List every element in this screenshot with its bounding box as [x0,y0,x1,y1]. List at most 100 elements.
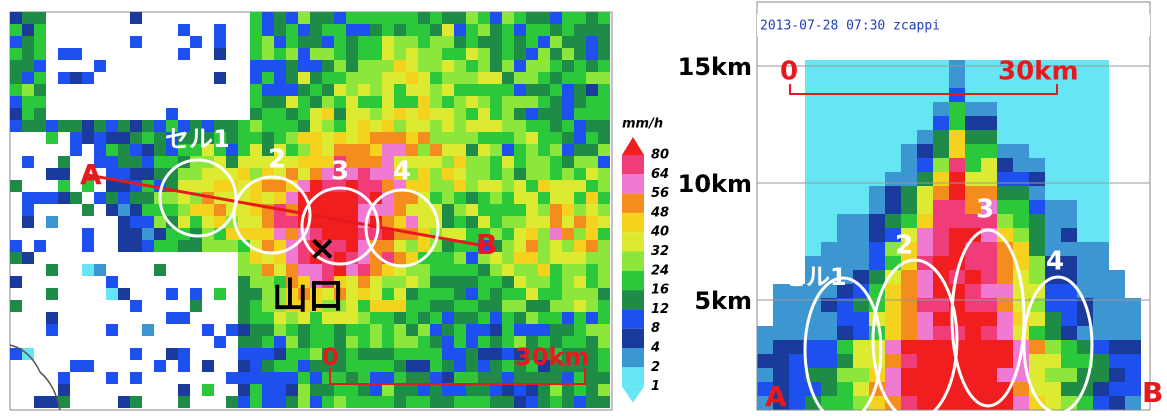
colorbar-tick-label: 64 [651,167,669,182]
radar-cell [1045,396,1061,410]
radar-cell [298,336,310,348]
radar-cell [1093,270,1109,284]
radar-cell [394,48,406,60]
radar-cell [598,84,610,96]
radar-cell [442,36,454,48]
colorbar-arrow [622,387,644,403]
radar-cell [949,116,965,130]
radar-cell [965,270,981,284]
radar-cell [502,252,514,264]
radar-cell [562,204,574,216]
radar-cell [442,108,454,120]
radar-cell [478,276,490,288]
radar-cell [430,108,442,120]
radar-cell [1093,130,1109,144]
radar-cell [358,60,370,72]
radar-cell [382,240,394,252]
radar-cell [1029,144,1045,158]
radar-cell [562,84,574,96]
radar-cell [490,180,502,192]
radar-cell [34,48,46,60]
radar-cell [322,12,334,24]
radar-cell [274,84,286,96]
radar-cell [298,372,310,384]
radar-cell [490,84,502,96]
radar-cell [853,312,869,326]
radar-cell [238,132,250,144]
radar-cell [166,288,178,300]
radar-cell [901,60,917,74]
radar-cell [214,48,226,60]
radar-cell [130,132,142,144]
radar-cell [574,12,586,24]
radar-cell [490,48,502,60]
radar-cell [418,12,430,24]
scale-start: 0 [322,343,339,371]
radar-cell [997,284,1013,298]
radar-cell [478,120,490,132]
radar-cell [250,12,262,24]
radar-cell [574,48,586,60]
radar-cell [526,204,538,216]
radar-cell [430,360,442,372]
radar-cell [885,368,901,382]
radar-cell [442,72,454,84]
radar-cell [949,228,965,242]
radar-cell [586,24,598,36]
radar-cell [598,228,610,240]
radar-cell [917,228,933,242]
figure: mm/h8064564840322416128421 セル1 2 3 4 A B… [0,0,1167,416]
radar-cell [514,312,526,324]
radar-cell [430,276,442,288]
radar-cell [370,264,382,276]
radar-cell [490,132,502,144]
radar-cell [322,324,334,336]
radar-cell [442,372,454,384]
radar-cell [142,168,154,180]
radar-cell [490,156,502,168]
radar-cell [298,156,310,168]
radar-cell [454,300,466,312]
radar-cell [869,270,885,284]
radar-cell [250,24,262,36]
radar-cell [298,360,310,372]
radar-cell [298,72,310,84]
radar-cell [346,120,358,132]
point-a: A [765,380,787,413]
radar-cell [274,24,286,36]
radar-cell [965,368,981,382]
radar-cell [370,384,382,396]
radar-cell [430,300,442,312]
radar-cell [454,360,466,372]
radar-cell [885,312,901,326]
radar-cell [821,172,837,186]
radar-cell [382,324,394,336]
radar-cell [869,214,885,228]
radar-cell [250,348,262,360]
radar-cell [406,396,418,408]
radar-cell [370,324,382,336]
radar-cell [418,360,430,372]
radar-cell [262,24,274,36]
radar-cell [250,216,262,228]
radar-cell [214,336,226,348]
radar-cell [586,132,598,144]
radar-cell [274,48,286,60]
radar-cell [805,228,821,242]
radar-cell [418,240,430,252]
cell-label: 2 [895,231,913,261]
radar-cell [550,276,562,288]
radar-cell [821,242,837,256]
radar-cell [262,12,274,24]
radar-cell [298,144,310,156]
radar-cell [382,12,394,24]
radar-cell [478,204,490,216]
radar-cell [118,168,130,180]
radar-cell [142,192,154,204]
radar-cell [562,168,574,180]
radar-cell [997,214,1013,228]
radar-cell [394,12,406,24]
radar-cell [322,372,334,384]
radar-cell [346,12,358,24]
radar-cell [130,120,142,132]
